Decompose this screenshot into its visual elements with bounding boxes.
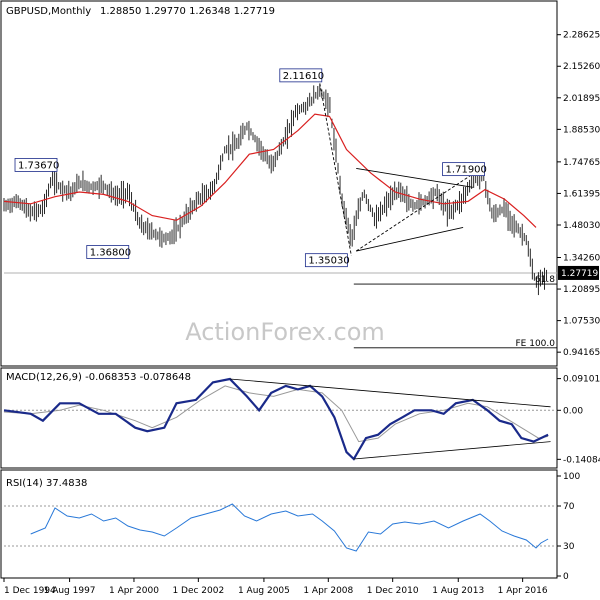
macd-ytick-label: -0.140843: [563, 455, 600, 465]
rsi-y-axis: 100 70 30 0: [557, 472, 580, 582]
fib-level-label: FE 100.0: [516, 339, 556, 349]
price-ytick-label: 0.94165: [563, 348, 600, 358]
price-annotation-box: [86, 245, 130, 259]
rsi-ytick-label: 100: [563, 472, 580, 482]
price-annotations: FE 100.0 61.8 1.73670 1.36800 2.11610 1.35030…: [14, 68, 557, 349]
x-tick-label: 1 Apr 2008: [303, 586, 353, 596]
trendline: [356, 167, 473, 188]
price-series: [3, 84, 548, 296]
x-tick-label: 1 Apr 2000: [109, 586, 159, 596]
rsi-series: [4, 503, 557, 552]
macd-ytick-label: 0.091015: [563, 375, 600, 385]
price-annotation-box: [279, 68, 323, 83]
fib-level-label: 61.8: [535, 275, 555, 285]
price-panel-frame: [0, 0, 558, 367]
price-ytick-label: 2.15260: [563, 62, 600, 72]
macd-signal-line: [3, 385, 549, 443]
price-header-ohlc: 1.28850 1.29770 1.26348 1.27719: [100, 6, 275, 17]
trendline: [355, 170, 478, 252]
current-price-label: 1.27719: [561, 269, 598, 279]
price-y-axis: 2.28625 2.15260 2.01895 1.88530 1.74765 1.613…: [557, 31, 600, 358]
macd-panel-frame: [0, 367, 558, 469]
price-ytick-label: 2.01895: [563, 94, 600, 104]
macd-title: MACD(12,26,9) -0.068353 -0.078648: [6, 372, 191, 383]
price-annotation-label: 1.73670: [18, 160, 59, 171]
price-annotation-label: 2.11610: [283, 71, 324, 82]
x-tick-label: 1 Apr 2016: [498, 586, 548, 596]
price-annotation-label: 1.36800: [90, 248, 131, 259]
price-annotation-box: [14, 158, 58, 172]
price-annotation-box: [442, 162, 485, 177]
price-ytick-label: 2.28625: [563, 31, 600, 41]
x-tick-label: 1 Aug 2013: [432, 586, 484, 596]
macd-trendline: [229, 378, 551, 408]
x-tick-label: 1 Dec 2010: [367, 586, 419, 596]
price-ytick-label: 1.34260: [563, 253, 600, 263]
macd-ytick-label: 0.00: [563, 406, 583, 416]
price-annotation-label: 1.71900: [446, 165, 487, 176]
price-annotation-box: [304, 253, 348, 268]
rsi-ytick-label: 0: [563, 572, 569, 582]
x-tick-label: 1 Aug 1997: [44, 586, 96, 596]
price-ytick-label: 1.48030: [563, 221, 600, 231]
price-ytick-label: 1.61395: [563, 189, 600, 199]
rsi-ytick-label: 30: [563, 542, 575, 552]
current-price-box: [558, 265, 599, 280]
price-ytick-label: 1.88530: [563, 125, 600, 135]
trendline: [356, 226, 464, 252]
rsi-line: [30, 503, 549, 552]
price-ytick-label: 1.74765: [563, 158, 600, 168]
rsi-panel-frame: [0, 469, 558, 579]
rsi-title: RSI(14) 37.4838: [6, 478, 87, 489]
trendline: [319, 83, 352, 256]
price-header-symbol: GBPUSD,Monthly: [6, 6, 91, 17]
rsi-ytick-label: 70: [563, 502, 575, 512]
x-tick-label: 1 Dec 1994: [4, 586, 56, 596]
x-tick-label: 1 Dec 2002: [172, 586, 224, 596]
price-ytick-label: 1.07530: [563, 317, 600, 327]
macd-series: [3, 377, 557, 461]
price-ytick-label: 1.20895: [563, 285, 600, 295]
macd-trendline: [353, 441, 551, 460]
x-tick-label: 1 Aug 2005: [238, 586, 290, 596]
macd-y-axis: 0.091015 0.00 -0.140843: [557, 375, 600, 465]
moving-average-line: [3, 113, 537, 228]
watermark-text: ActionForex.com: [185, 318, 385, 346]
watermark: ActionForex.com: [185, 318, 385, 346]
price-annotation-label: 1.35030: [308, 256, 349, 267]
